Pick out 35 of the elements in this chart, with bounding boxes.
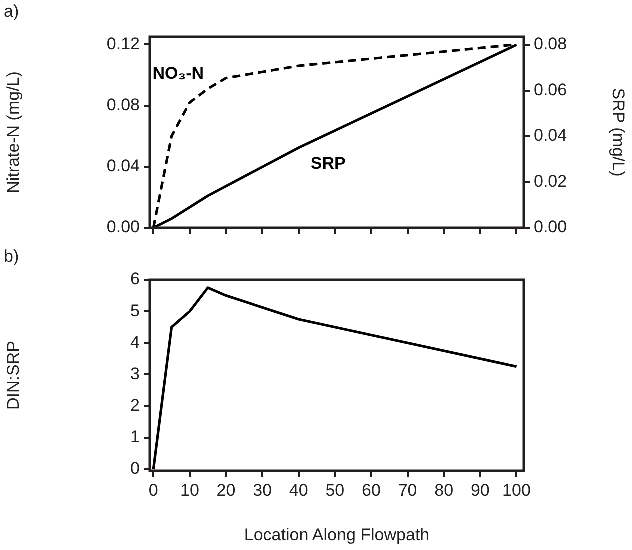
x-tick-label: 90 bbox=[470, 480, 490, 500]
y-tick-label: 5 bbox=[130, 301, 140, 320]
y2-tick-label: 0.04 bbox=[534, 126, 568, 146]
y-tick-label: 0.04 bbox=[106, 156, 140, 176]
y2-tick-label: 0.00 bbox=[534, 218, 568, 237]
y-tick-label: 0 bbox=[130, 459, 140, 478]
y-axis-title: Nitrate-N (mg/L) bbox=[4, 72, 23, 194]
y-tick-label: 0.08 bbox=[106, 95, 140, 114]
y-tick-label: 2 bbox=[130, 396, 140, 415]
text: a) bbox=[4, 2, 20, 22]
y-tick-label: 1 bbox=[130, 428, 140, 447]
x-tick-label: 60 bbox=[362, 480, 381, 500]
x-tick-label: 20 bbox=[216, 480, 236, 500]
x-tick-label: 70 bbox=[398, 480, 418, 500]
x-axis-title: Location Along Flowpath bbox=[244, 525, 430, 544]
y-tick-label: 0.12 bbox=[106, 34, 140, 54]
x-tick-label: 0 bbox=[148, 480, 158, 500]
y2-tick-label: 0.02 bbox=[534, 172, 568, 191]
y-axis-title: DIN:SRP bbox=[4, 341, 23, 410]
y-tick-label: 3 bbox=[130, 364, 140, 384]
y2-tick-label: 0.08 bbox=[534, 34, 568, 54]
y-tick-label: 6 bbox=[130, 270, 140, 289]
y2-axis-title: SRP (mg/L) bbox=[609, 88, 628, 177]
x-tick-label: 80 bbox=[434, 480, 454, 500]
x-tick-label: 40 bbox=[289, 480, 308, 500]
x-tick-label: 10 bbox=[180, 480, 200, 500]
x-tick-label: 50 bbox=[326, 480, 345, 500]
y-tick-label: 0.00 bbox=[106, 218, 140, 237]
y-tick-label: 4 bbox=[130, 332, 140, 352]
text: b) bbox=[4, 247, 20, 267]
x-tick-label: 30 bbox=[253, 480, 272, 500]
series-label: NO₃-N bbox=[152, 64, 204, 84]
x-tick-label: 100 bbox=[502, 480, 531, 500]
series-label: SRP bbox=[310, 154, 346, 174]
y2-tick-label: 0.06 bbox=[534, 80, 568, 100]
